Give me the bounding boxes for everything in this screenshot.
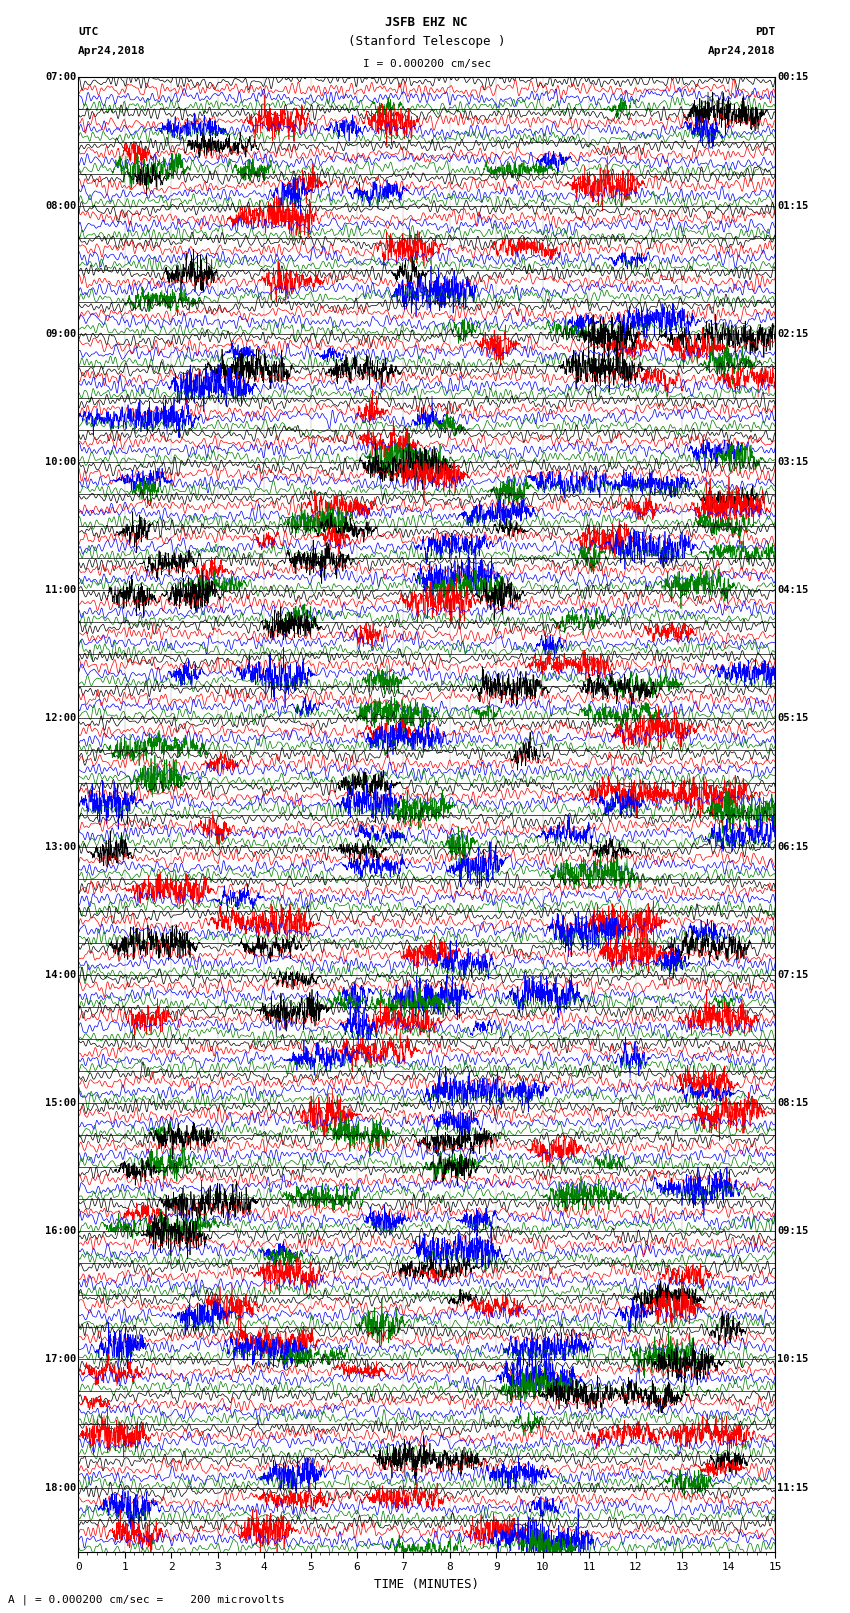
Text: 16:00: 16:00 <box>45 1226 76 1236</box>
Text: 13:00: 13:00 <box>45 842 76 852</box>
Text: (Stanford Telescope ): (Stanford Telescope ) <box>348 35 506 48</box>
Text: PDT: PDT <box>755 27 775 37</box>
Text: 04:15: 04:15 <box>777 586 808 595</box>
Text: 10:00: 10:00 <box>45 456 76 468</box>
Text: 03:15: 03:15 <box>777 456 808 468</box>
Text: 12:00: 12:00 <box>45 713 76 723</box>
Text: I = 0.000200 cm/sec: I = 0.000200 cm/sec <box>363 60 490 69</box>
Text: 01:15: 01:15 <box>777 200 808 211</box>
Text: Apr24,2018: Apr24,2018 <box>708 47 775 56</box>
Text: 15:00: 15:00 <box>45 1098 76 1108</box>
Text: 08:00: 08:00 <box>45 200 76 211</box>
X-axis label: TIME (MINUTES): TIME (MINUTES) <box>374 1578 479 1590</box>
Text: UTC: UTC <box>78 27 99 37</box>
Text: 00:15: 00:15 <box>777 73 808 82</box>
Text: 09:15: 09:15 <box>777 1226 808 1236</box>
Text: 11:00: 11:00 <box>45 586 76 595</box>
Text: Apr24,2018: Apr24,2018 <box>78 47 145 56</box>
Text: 17:00: 17:00 <box>45 1355 76 1365</box>
Text: 06:15: 06:15 <box>777 842 808 852</box>
Text: A | = 0.000200 cm/sec =    200 microvolts: A | = 0.000200 cm/sec = 200 microvolts <box>8 1594 286 1605</box>
Text: 08:15: 08:15 <box>777 1098 808 1108</box>
Text: 09:00: 09:00 <box>45 329 76 339</box>
Text: 05:15: 05:15 <box>777 713 808 723</box>
Text: 14:00: 14:00 <box>45 969 76 979</box>
Text: 07:00: 07:00 <box>45 73 76 82</box>
Text: 11:15: 11:15 <box>777 1482 808 1492</box>
Text: JSFB EHZ NC: JSFB EHZ NC <box>385 16 468 29</box>
Text: 02:15: 02:15 <box>777 329 808 339</box>
Text: 18:00: 18:00 <box>45 1482 76 1492</box>
Text: 10:15: 10:15 <box>777 1355 808 1365</box>
Text: 07:15: 07:15 <box>777 969 808 979</box>
